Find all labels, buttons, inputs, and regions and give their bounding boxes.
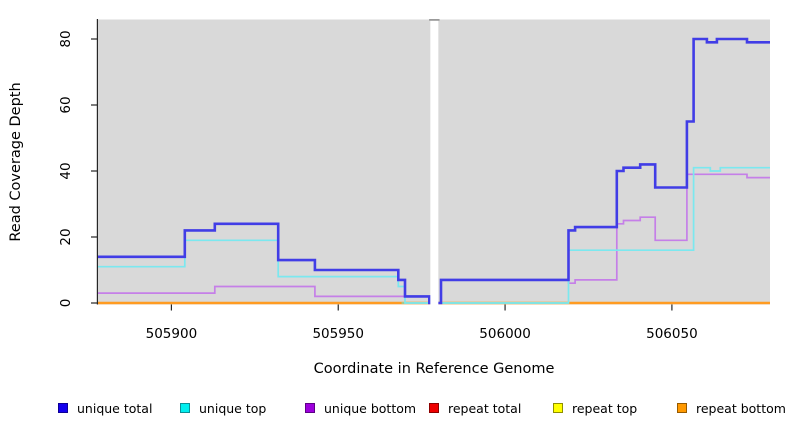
y-tick-label: 20 — [58, 228, 74, 245]
x-tick-label: 506000 — [479, 326, 531, 342]
legend-item-unique-total: unique total — [58, 397, 152, 419]
legend-swatch-repeat-total — [429, 403, 439, 413]
legend-swatch-unique-bottom — [305, 403, 315, 413]
legend-swatch-repeat-bottom — [677, 403, 687, 413]
legend-item-repeat-total: repeat total — [429, 397, 521, 419]
x-tick-label: 506050 — [646, 326, 698, 342]
legend-swatch-unique-top — [180, 403, 190, 413]
legend-label: repeat top — [572, 400, 638, 416]
x-axis-title: Coordinate in Reference Genome — [314, 361, 555, 377]
legend-item-unique-bottom: unique bottom — [305, 397, 416, 419]
y-tick-label: 40 — [58, 162, 74, 179]
y-tick-label: 60 — [58, 96, 74, 113]
legend-item-repeat-top: repeat top — [553, 397, 637, 419]
legend: unique total unique top unique bottom repea… — [0, 397, 792, 421]
masked-gap-cap — [429, 19, 440, 21]
legend-label: unique top — [199, 400, 267, 416]
legend-label: repeat bottom — [696, 400, 786, 416]
legend-item-repeat-bottom: repeat bottom — [677, 397, 786, 419]
legend-label: unique bottom — [324, 400, 417, 416]
legend-swatch-repeat-top — [553, 403, 563, 413]
y-axis-title: Read Coverage Depth — [8, 82, 24, 241]
y-tick-label: 80 — [58, 30, 74, 47]
legend-label: unique total — [77, 400, 153, 416]
legend-label: repeat total — [448, 400, 522, 416]
legend-swatch-unique-total — [58, 403, 68, 413]
masked-gap — [430, 19, 439, 305]
series-unique-top-line — [98, 166, 770, 304]
x-tick-label: 505950 — [312, 326, 364, 342]
legend-item-unique-top: unique top — [180, 397, 266, 419]
x-tick-label: 505900 — [146, 326, 198, 342]
series-unique-total-line — [98, 37, 770, 305]
y-tick-label: 0 — [58, 299, 74, 308]
plot-canvas: Coordinate in Reference Genome Read Cove… — [8, 19, 770, 377]
series-unique-bottom-line — [98, 173, 770, 304]
